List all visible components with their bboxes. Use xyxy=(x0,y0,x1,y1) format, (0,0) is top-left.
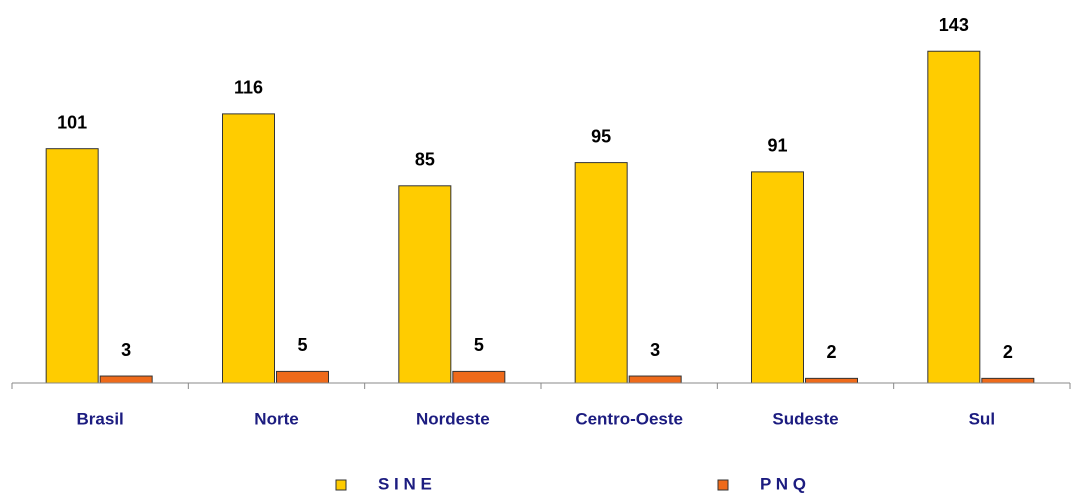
bar xyxy=(751,171,804,384)
bar xyxy=(398,185,452,384)
data-label: 91 xyxy=(767,136,787,156)
data-label: 85 xyxy=(415,150,435,170)
legend-swatch xyxy=(717,479,729,491)
bar xyxy=(45,148,99,384)
legend-swatch xyxy=(335,479,347,491)
bar xyxy=(276,370,329,384)
bar xyxy=(805,377,858,384)
x-tick-label: Sudeste xyxy=(772,409,838,428)
data-label: 116 xyxy=(234,78,263,98)
data-label: 2 xyxy=(1003,342,1013,362)
x-tick-label: Brasil xyxy=(77,409,124,428)
x-tick-label: Centro-Oeste xyxy=(575,409,683,428)
data-label: 95 xyxy=(591,126,611,146)
data-label: 5 xyxy=(297,335,307,355)
bar xyxy=(574,162,628,384)
legend-label: P N Q xyxy=(760,474,806,493)
data-label: 5 xyxy=(474,335,484,355)
data-label: 3 xyxy=(121,340,131,360)
bar xyxy=(452,370,506,384)
x-tick-label: Nordeste xyxy=(416,409,490,428)
x-tick-label: Sul xyxy=(969,409,995,428)
bar xyxy=(927,50,981,384)
data-label: 3 xyxy=(650,340,660,360)
bar xyxy=(222,113,275,384)
bar xyxy=(981,377,1035,384)
bar xyxy=(99,375,153,384)
bar xyxy=(628,375,682,384)
data-label: 101 xyxy=(57,112,87,132)
legend-label: S I N E xyxy=(378,474,432,493)
data-label: 2 xyxy=(826,342,836,362)
x-tick-label: Norte xyxy=(254,409,298,428)
data-label: 143 xyxy=(939,15,969,35)
